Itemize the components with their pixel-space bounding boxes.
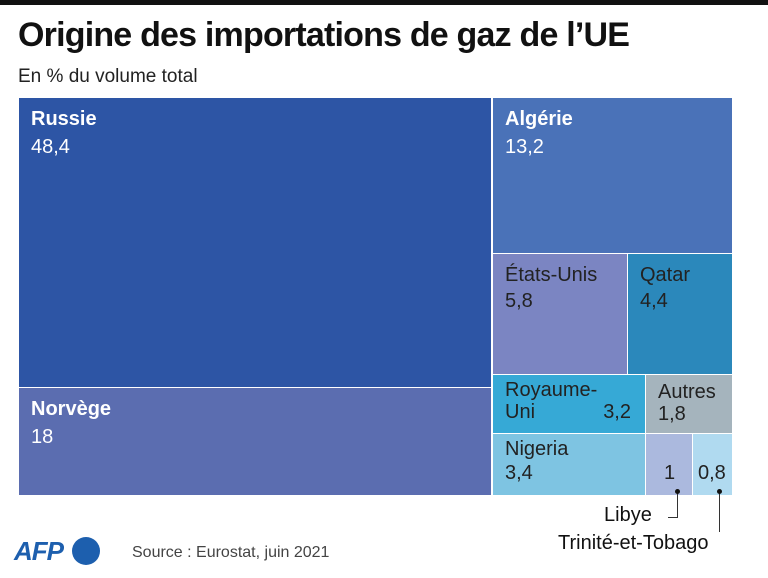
cell-label: Autres [658, 381, 716, 403]
cell-label: Norvège [31, 398, 112, 420]
trinite-leader [719, 492, 720, 532]
cell-label: Russie [31, 108, 97, 130]
libye-dot [675, 489, 680, 494]
cell-value: 1,8 [658, 403, 686, 425]
afp-logo: AFP [14, 536, 64, 566]
source-note: Source : Eurostat, juin 2021 [132, 544, 330, 561]
treemap-cell--tats-unis: États-Unis 5,8 [493, 254, 627, 374]
libye-external-label: Libye [604, 504, 652, 526]
treemap-cell-royaume-uni: Royaume- Uni 3,2 [493, 375, 645, 433]
cell-label: Nigeria [505, 438, 569, 460]
cell-value: 4,4 [640, 290, 668, 312]
cell-value: 1 [664, 462, 676, 484]
treemap-cell-autres: Autres 1,8 [646, 375, 732, 433]
cell-value: 3,2 [603, 401, 631, 423]
chart-title: Origine des importations de gaz de l’UE [18, 16, 630, 54]
treemap-cell-nigeria: Nigeria 3,4 [493, 434, 645, 495]
cell-value: 5,8 [505, 290, 533, 312]
cell-value: 13,2 [505, 136, 544, 158]
libye-leader-h [668, 517, 678, 518]
top-bar [0, 0, 768, 5]
trinite-dot [717, 489, 722, 494]
treemap-cell-trinit-et-tobago: 0,8 [693, 434, 732, 495]
treemap-cell-alg-rie: Algérie 13,2 [493, 98, 732, 253]
treemap-cell-norv-ge: Norvège 18 [19, 388, 491, 495]
treemap-cell-qatar: Qatar 4,4 [628, 254, 732, 374]
cell-label: Algérie [505, 108, 573, 130]
cell-label: États-Unis [505, 264, 598, 286]
cell-label: Royaume- [505, 379, 598, 401]
cell-label: Qatar [640, 264, 691, 286]
treemap-cell-russie: Russie 48,4 [19, 98, 491, 387]
afp-logo-dot [72, 537, 100, 565]
cell-value: 18 [31, 426, 54, 448]
cell-value: 3,4 [505, 462, 533, 484]
cell-value: 0,8 [698, 462, 726, 484]
libye-leader [677, 492, 678, 518]
trinite-external-label: Trinité-et-Tobago [558, 532, 709, 554]
treemap-cell-libye: 1 [646, 434, 692, 495]
cell-value: 48,4 [31, 136, 70, 158]
cell-label: Uni [505, 401, 536, 423]
chart-subtitle: En % du volume total [18, 66, 198, 87]
